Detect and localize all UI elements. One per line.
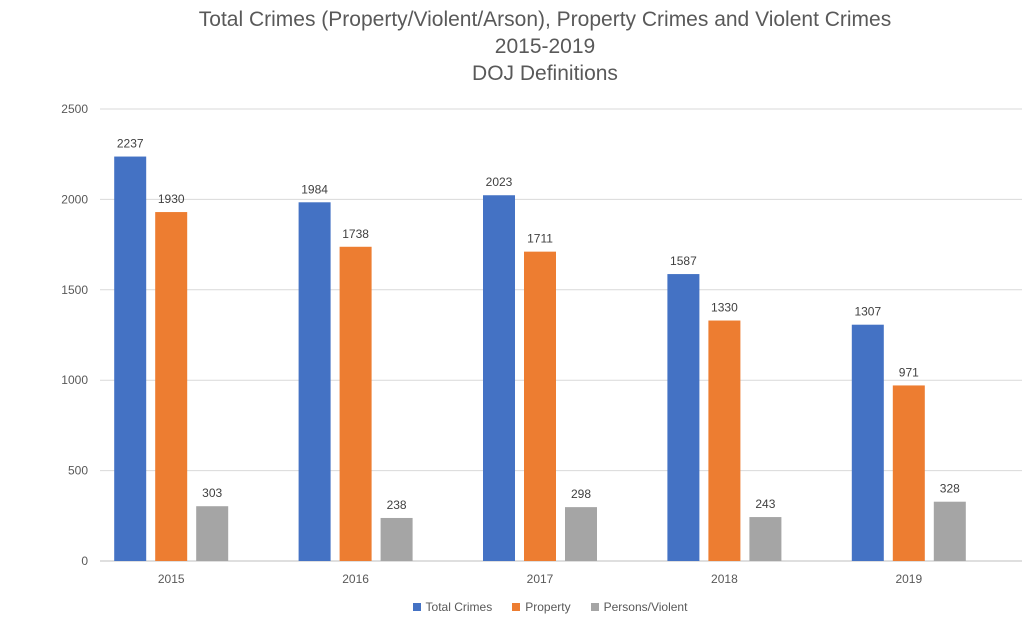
data-label-persons-violent-2018: 243	[755, 497, 775, 511]
y-tick-label-2500: 2500	[61, 102, 88, 116]
data-label-total-crimes-2016: 1984	[301, 182, 328, 196]
data-label-property-2015: 1930	[158, 192, 185, 206]
bar-property-2015	[155, 212, 188, 561]
bar-total-crimes-2015	[114, 156, 147, 561]
legend-swatch-total-crimes	[412, 603, 421, 611]
bar-property-2018	[708, 320, 741, 561]
legend-label-total-crimes: Total Crimes	[425, 600, 493, 614]
chart-legend: Total Crimes Property Persons/Violent	[0, 600, 1024, 614]
legend-item-persons-violent: Persons/Violent	[590, 600, 688, 614]
y-tick-label-2000: 2000	[61, 192, 88, 206]
data-label-total-crimes-2015: 2237	[117, 137, 144, 151]
data-label-persons-violent-2016: 238	[387, 498, 407, 512]
x-tick-label-2017: 2017	[527, 572, 554, 586]
x-tick-label-2019: 2019	[895, 572, 922, 586]
y-tick-label-1500: 1500	[61, 283, 88, 297]
data-label-total-crimes-2019: 1307	[854, 305, 881, 319]
data-label-property-2019: 971	[899, 365, 919, 379]
data-label-persons-violent-2017: 298	[571, 487, 591, 501]
chart-title-line-3: DOJ Definitions	[472, 62, 618, 85]
bar-total-crimes-2018	[667, 274, 700, 561]
legend-label-property: Property	[525, 600, 571, 614]
data-label-persons-violent-2019: 328	[940, 482, 960, 496]
bar-persons-violent-2016	[380, 517, 413, 561]
data-label-property-2016: 1738	[342, 227, 369, 241]
legend-item-total-crimes: Total Crimes	[412, 600, 493, 614]
data-label-total-crimes-2018: 1587	[670, 254, 697, 268]
bar-property-2019	[892, 385, 925, 561]
chart-title-line-1: Total Crimes (Property/Violent/Arson), P…	[198, 8, 892, 31]
legend-swatch-persons-violent	[590, 603, 599, 611]
data-label-persons-violent-2015: 303	[202, 486, 222, 500]
bar-total-crimes-2019	[851, 324, 884, 561]
bar-property-2016	[339, 246, 372, 561]
y-tick-label-0: 0	[81, 554, 88, 568]
data-label-property-2018: 1330	[711, 301, 738, 315]
bar-total-crimes-2017	[483, 195, 515, 562]
bar-total-crimes-2016	[298, 202, 331, 562]
bar-persons-violent-2018	[749, 517, 782, 561]
bar-property-2017	[524, 251, 556, 562]
y-tick-label-1000: 1000	[61, 373, 88, 387]
chart-title-line-2: 2015-2019	[494, 35, 596, 58]
legend-swatch-property	[512, 603, 521, 611]
data-label-property-2017: 1711	[527, 232, 553, 246]
bar-persons-violent-2019	[933, 501, 966, 561]
legend-item-property: Property	[512, 600, 571, 614]
legend-label-persons-violent: Persons/Violent	[603, 600, 688, 614]
bar-persons-violent-2017	[565, 507, 597, 561]
x-tick-label-2015: 2015	[158, 572, 185, 586]
x-tick-label-2016: 2016	[342, 572, 369, 586]
x-tick-label-2018: 2018	[711, 572, 738, 586]
chart-title: Total Crimes (Property/Violent/Arson), P…	[0, 6, 1024, 87]
data-label-total-crimes-2017: 2023	[486, 175, 513, 189]
bar-persons-violent-2015	[196, 506, 229, 561]
y-tick-label-500: 500	[68, 464, 88, 478]
